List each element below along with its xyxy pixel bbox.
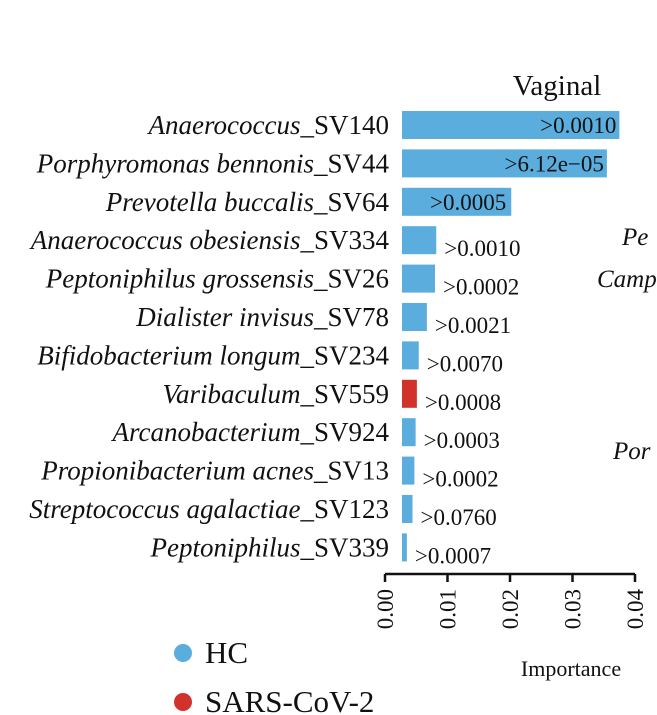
bar xyxy=(402,379,417,408)
category-label: Peptoniphilus grossensis_SV26 xyxy=(45,264,389,294)
category-suffix: _SV123 xyxy=(299,494,389,524)
category-label: Anaerococcus obesiensis_SV334 xyxy=(29,225,390,255)
x-tick-label: 0.04 xyxy=(623,589,648,630)
category-name: Propionibacterium acnes xyxy=(40,456,314,486)
value-label: >0.0010 xyxy=(540,113,616,138)
value-label: >0.0003 xyxy=(424,428,500,453)
category-label: Anaerococcus_SV140 xyxy=(147,110,389,140)
category-label: Dialister invisus_SV78 xyxy=(135,302,389,332)
category-name: Varibaculum xyxy=(162,379,300,409)
bar xyxy=(402,111,620,139)
bar xyxy=(402,149,607,178)
category-suffix: _SV140 xyxy=(299,110,389,140)
value-label: >0.0760 xyxy=(421,505,497,530)
value-label: >0.0007 xyxy=(415,543,491,568)
value-label: >6.12e−05 xyxy=(504,151,603,176)
category-label: Varibaculum_SV559 xyxy=(162,379,389,409)
legend-label: HC xyxy=(205,635,248,670)
category-label: Arcanobacterium_SV924 xyxy=(111,417,390,447)
legend-swatch xyxy=(174,693,192,711)
bar xyxy=(402,533,407,562)
bar xyxy=(402,418,416,447)
category-name: Bifidobacterium longum xyxy=(37,340,300,370)
value-labels: >0.0010 >6.12e−05 >0.0005 >0.0010 >0.0002 >0.… xyxy=(415,113,617,568)
category-label: Peptoniphilus_SV339 xyxy=(149,532,389,562)
category-label: Porphyromonas bennonis_SV44 xyxy=(36,148,390,178)
legend-swatch xyxy=(174,644,192,662)
legend-label: SARS-CoV-2 xyxy=(205,684,374,715)
value-label: >0.0010 xyxy=(444,236,520,261)
category-name: Dialister invisus xyxy=(135,302,314,332)
value-label: >0.0002 xyxy=(422,467,498,492)
x-tick-label: 0.00 xyxy=(373,589,398,629)
bar xyxy=(402,187,512,216)
bar xyxy=(402,456,415,485)
bars xyxy=(402,111,620,562)
value-label: >0.0002 xyxy=(443,275,519,300)
legend: HC SARS-CoV-2 xyxy=(174,635,374,715)
x-tick-label: 0.03 xyxy=(561,589,586,629)
category-suffix: _SV334 xyxy=(299,225,389,255)
category-name: Prevotella buccalis xyxy=(105,187,314,217)
chart-title: Vaginal xyxy=(513,70,602,102)
category-suffix: _SV559 xyxy=(299,379,389,409)
clipped-fragment: Camp xyxy=(597,266,657,293)
value-label: >0.0005 xyxy=(430,190,506,215)
category-suffix: _SV339 xyxy=(299,532,389,562)
value-label: >0.0021 xyxy=(435,313,511,338)
clipped-neighbor-labels: Pe Camp Por xyxy=(597,224,657,465)
category-label: Propionibacterium acnes_SV13 xyxy=(40,456,389,486)
category-name: Peptoniphilus xyxy=(149,532,300,562)
category-name: Anaerococcus xyxy=(147,110,301,140)
clipped-fragment: Por xyxy=(612,438,651,465)
value-label: >0.0070 xyxy=(427,351,503,376)
bar xyxy=(402,226,437,255)
bar xyxy=(402,495,413,523)
value-label: >0.0008 xyxy=(425,390,501,415)
category-suffix: _SV234 xyxy=(299,340,389,370)
x-axis: 0.00 0.01 0.02 0.03 0.04 xyxy=(373,572,648,630)
category-name: Anaerococcus obesiensis xyxy=(29,225,301,255)
category-name: Arcanobacterium xyxy=(111,417,301,447)
category-name: Porphyromonas bennonis xyxy=(36,148,314,178)
category-name: Peptoniphilus grossensis xyxy=(45,264,314,294)
bar xyxy=(402,341,419,370)
category-label: Prevotella buccalis_SV64 xyxy=(105,187,390,217)
clipped-fragment: Pe xyxy=(621,224,648,251)
x-tick-label: 0.01 xyxy=(436,589,461,629)
category-suffix: _SV78 xyxy=(313,302,389,332)
category-suffix: _SV924 xyxy=(299,417,389,447)
x-axis-label: Importance xyxy=(521,656,621,681)
category-labels: Anaerococcus_SV140 Porphyromonas bennonis… xyxy=(29,110,390,562)
category-suffix: _SV64 xyxy=(313,187,390,217)
category-suffix: _SV13 xyxy=(313,456,389,486)
x-tick-label: 0.02 xyxy=(498,589,523,629)
category-label: Bifidobacterium longum_SV234 xyxy=(37,340,389,370)
category-label: Streptococcus agalactiae_SV123 xyxy=(29,494,389,524)
bar xyxy=(402,264,435,293)
bar xyxy=(402,303,427,331)
category-suffix: _SV26 xyxy=(313,264,389,294)
category-name: Streptococcus agalactiae xyxy=(29,494,300,524)
category-suffix: _SV44 xyxy=(313,148,390,178)
